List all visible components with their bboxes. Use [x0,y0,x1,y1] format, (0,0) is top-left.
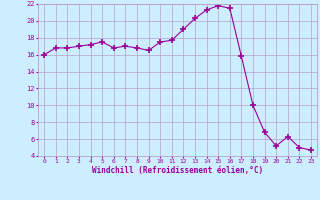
X-axis label: Windchill (Refroidissement éolien,°C): Windchill (Refroidissement éolien,°C) [92,166,263,175]
